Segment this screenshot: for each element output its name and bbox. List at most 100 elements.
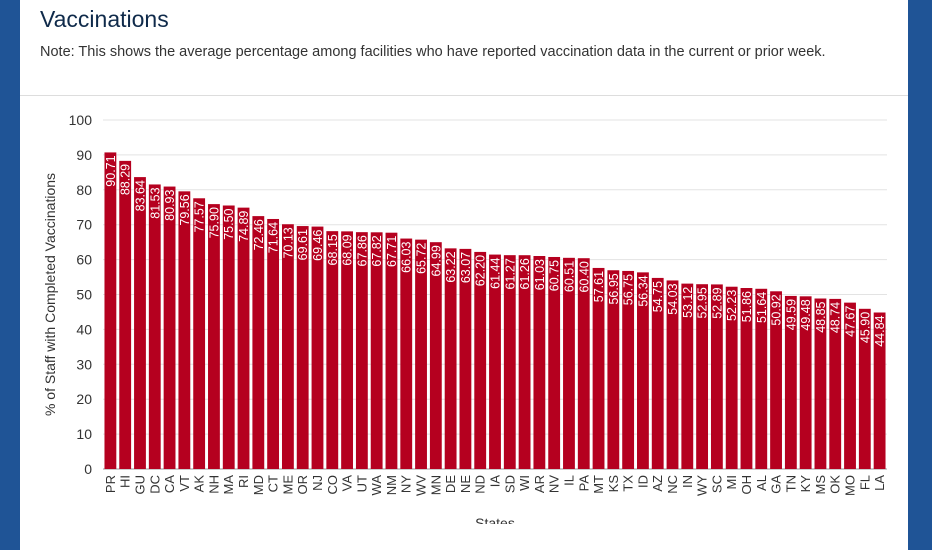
bar [370,232,383,469]
bar [784,295,797,469]
bar [577,258,590,469]
data-label: 49.59 [784,299,798,330]
bar [429,242,442,469]
bar [193,198,206,469]
x-tick-label: KY [798,475,813,493]
data-label: 60.51 [562,261,576,292]
bar [148,184,161,469]
data-label: 54.03 [666,283,680,314]
y-tick-label: 80 [76,182,92,198]
x-tick-label: MT [591,475,606,494]
data-label: 51.64 [755,292,769,323]
data-label: 90.71 [104,155,118,186]
y-axis-title: % of Staff with Completed Vaccinations [42,173,58,416]
data-label: 72.46 [252,219,266,250]
y-tick-label: 30 [76,356,92,372]
x-tick-label: PA [576,475,591,492]
data-label: 75.90 [207,207,221,238]
bar [326,231,339,469]
data-label: 61.03 [533,259,547,290]
x-tick-label: NV [547,475,562,493]
x-tick-label: ME [280,475,295,495]
data-label: 52.89 [710,287,724,318]
bar [518,255,531,469]
x-tick-label: GU [132,475,147,495]
data-label: 52.95 [696,287,710,318]
bar [400,238,413,469]
data-label: 48.74 [829,302,843,333]
bar [770,291,782,469]
data-label: 53.12 [681,287,695,318]
x-tick-label: FL [857,475,872,490]
data-label: 47.67 [844,306,858,337]
divider [20,95,908,96]
bar [311,226,324,469]
bar [503,255,516,469]
x-tick-label: OK [828,475,843,494]
x-tick-label: TX [621,475,636,492]
x-tick-label: IA [488,475,503,488]
data-label: 75.50 [222,208,236,239]
bar [237,207,250,469]
bar [858,308,871,469]
bar [696,284,709,469]
y-tick-label: 70 [76,217,92,233]
data-label: 52.23 [725,290,739,321]
x-tick-label: MO [843,475,858,496]
bar [710,284,723,469]
data-label: 65.72 [415,243,429,274]
y-tick-label: 50 [76,287,92,303]
data-label: 67.71 [385,236,399,267]
x-tick-label: CO [325,475,340,495]
bar [444,248,457,469]
x-tick-label: LA [872,475,887,491]
x-tick-label: UT [354,475,369,492]
data-label: 45.90 [858,312,872,343]
bar [725,286,738,469]
x-tick-label: WA [369,475,384,496]
data-label: 60.40 [577,261,591,292]
x-tick-label: MD [251,475,266,495]
x-tick-label: HI [118,475,133,488]
bar [178,191,191,469]
data-label: 64.99 [429,245,443,276]
x-tick-label: NY [399,475,414,493]
data-label: 61.27 [503,258,517,289]
data-label: 56.34 [636,275,650,306]
y-tick-label: 20 [76,391,92,407]
bar [592,267,605,469]
data-label: 74.89 [237,211,251,242]
bar [622,270,635,469]
data-label: 50.92 [770,294,784,325]
data-label: 68.15 [326,234,340,265]
bar [474,251,487,469]
data-label: 69.46 [311,230,325,261]
bar [740,288,753,469]
data-label: 70.13 [281,227,295,258]
bar [829,298,842,469]
data-label: 83.64 [133,180,147,211]
x-tick-label: SD [502,475,517,493]
data-label: 54.75 [651,281,665,312]
data-label: 69.61 [296,229,310,260]
x-tick-label: AK [192,475,207,493]
data-label: 56.75 [622,274,636,305]
x-tick-label: GA [769,475,784,494]
x-tick-label: DE [443,475,458,493]
x-tick-label: MI [724,475,739,489]
y-tick-label: 60 [76,252,92,268]
bar [415,239,427,469]
bar [267,218,280,469]
data-label: 80.93 [163,190,177,221]
x-tick-label: NJ [310,475,325,491]
bar [548,256,561,469]
bar [651,277,664,469]
data-label: 88.29 [119,164,133,195]
bar [489,254,501,469]
x-tick-label: KS [606,475,621,493]
x-tick-label: SC [709,475,724,493]
data-label: 67.86 [355,235,369,266]
data-label: 56.95 [607,273,621,304]
bar [755,288,768,469]
data-label: 62.20 [474,255,488,286]
